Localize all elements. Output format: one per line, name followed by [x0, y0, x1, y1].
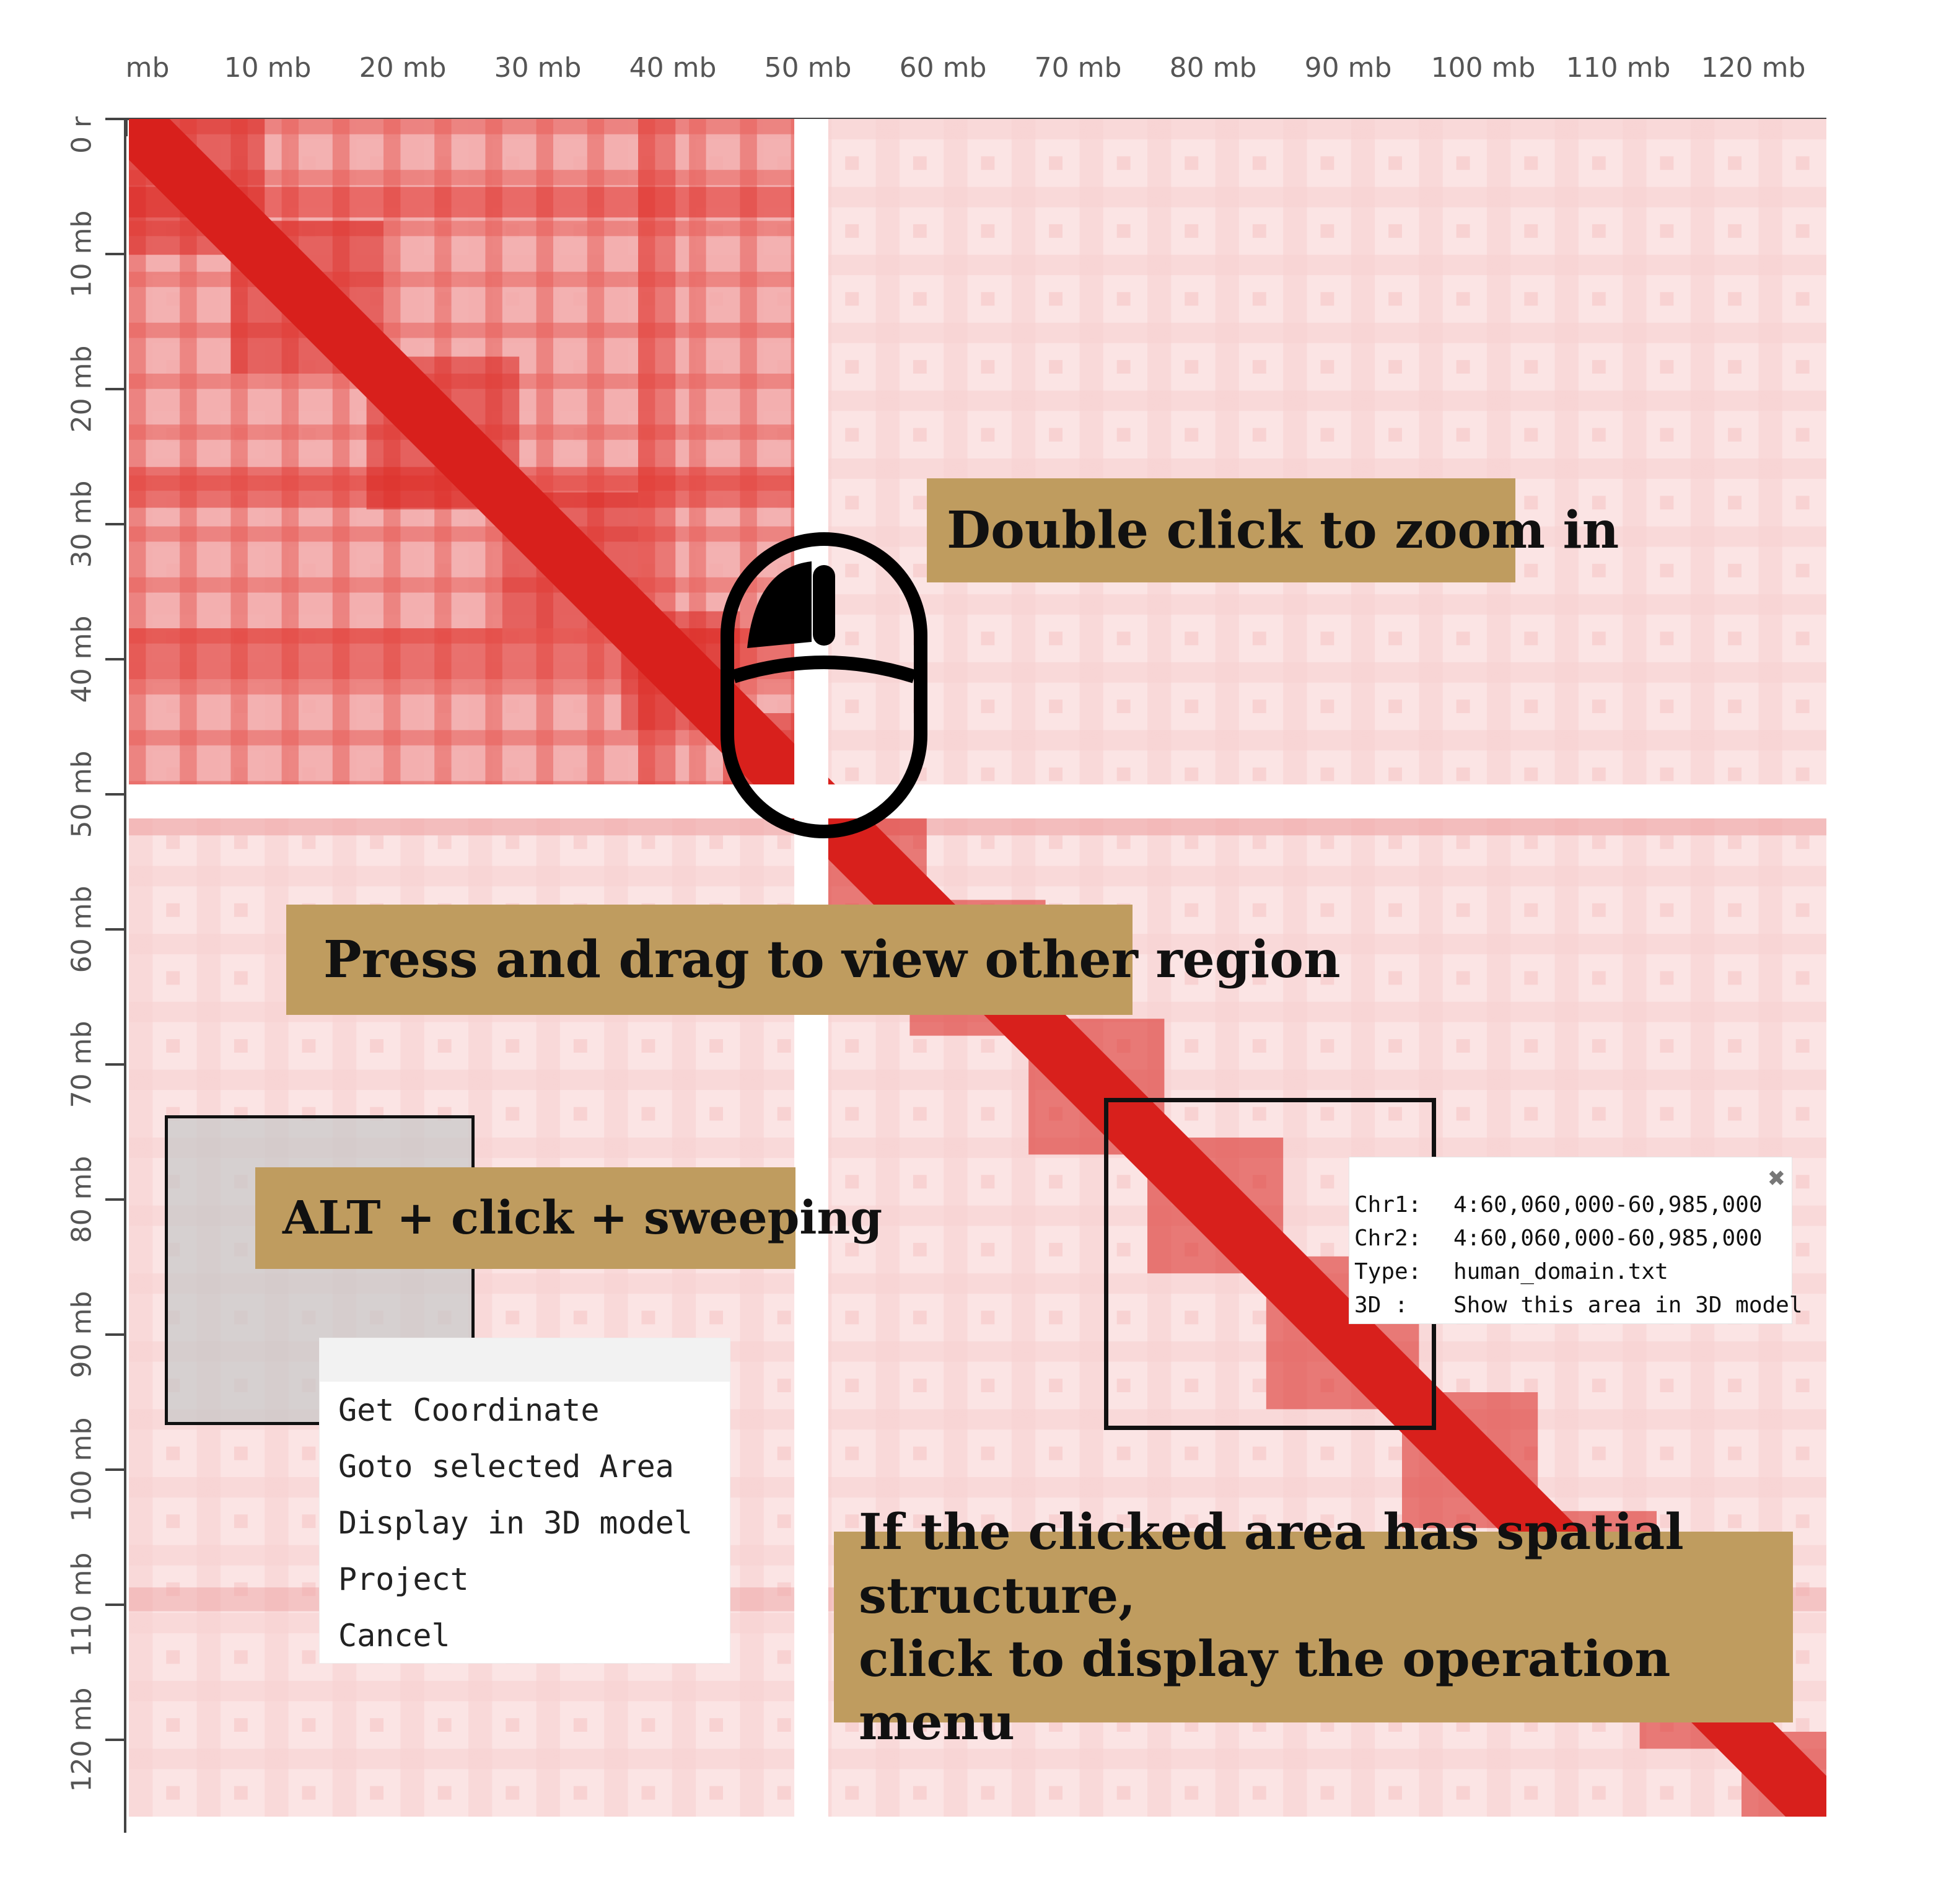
left-axis-tick — [105, 1198, 124, 1201]
left-axis-line — [124, 118, 126, 1833]
left-axis-tick — [105, 388, 124, 390]
top-axis-label: 50 mb — [764, 52, 852, 84]
left-axis-label: 30 mb — [66, 480, 98, 568]
context-menu: Get Coordinate Goto selected Area Displa… — [320, 1338, 730, 1663]
left-axis-label: 110 mb — [66, 1552, 98, 1657]
left-axis-label: 70 mb — [66, 1020, 98, 1108]
top-axis-label: 10 mb — [224, 52, 312, 84]
info-row-chr2: Chr2: 4:60,060,000-60,985,000 — [1354, 1226, 1763, 1251]
callout-menu-line1: If the clicked area has spatial structur… — [859, 1503, 1684, 1625]
menu-item-cancel[interactable]: Cancel — [338, 1617, 450, 1654]
top-axis-label: 60 mb — [899, 52, 987, 84]
left-axis-tick — [105, 658, 124, 660]
left-axis-label: 0 r — [66, 116, 98, 154]
callout-menu-line2: click to display the operation menu — [859, 1630, 1671, 1752]
left-axis-label: 90 mb — [66, 1291, 98, 1379]
callout-press-drag: Press and drag to view other region — [286, 905, 1341, 1015]
left-axis-label: 20 mb — [66, 345, 98, 433]
top-axis-tick — [125, 118, 128, 136]
top-axis-label: 100 mb — [1431, 52, 1536, 84]
top-axis-label: 30 mb — [494, 52, 582, 84]
left-axis: 0 r 10 mb 20 mb 30 mb 40 mb 50 mb 60 mb … — [25, 116, 126, 1833]
info-value: 4:60,060,000-60,985,000 — [1453, 1226, 1763, 1251]
left-axis-label: 100 mb — [66, 1417, 98, 1522]
callout-operation-menu: If the clicked area has spatial structur… — [834, 1503, 1793, 1751]
left-axis-tick — [105, 523, 124, 525]
left-axis-tick — [105, 1739, 124, 1741]
left-axis-label: 10 mb — [66, 210, 98, 298]
top-axis-label: mb — [125, 52, 170, 84]
callout-double-click-zoom: Double click to zoom in — [927, 478, 1619, 582]
top-axis-label: 70 mb — [1034, 52, 1122, 84]
left-axis-label: 40 mb — [66, 615, 98, 703]
callout-alt-text: ALT + click + sweeping — [283, 1191, 883, 1245]
info-key: Chr2: — [1354, 1226, 1422, 1251]
info-key: 3D : — [1354, 1292, 1408, 1318]
menu-item-project[interactable]: Project — [338, 1561, 469, 1597]
left-axis-tick — [105, 1063, 124, 1066]
left-axis-label: 60 mb — [66, 885, 98, 973]
left-axis-tick — [105, 928, 124, 931]
info-row-type: Type: human_domain.txt — [1354, 1259, 1668, 1284]
info-row-chr1: Chr1: 4:60,060,000-60,985,000 — [1354, 1192, 1763, 1217]
left-axis-label: 50 mb — [66, 750, 98, 838]
left-axis-label: 80 mb — [66, 1156, 98, 1244]
left-axis-tick — [105, 1603, 124, 1606]
menu-item-display-3d-model[interactable]: Display in 3D model — [338, 1504, 693, 1541]
left-axis-label: 120 mb — [66, 1687, 98, 1792]
top-axis-label: 110 mb — [1566, 52, 1671, 84]
domain-info-popup: ✖ Chr1: 4:60,060,000-60,985,000 Chr2: 4:60… — [1349, 1157, 1803, 1323]
close-icon[interactable]: ✖ — [1768, 1161, 1785, 1195]
top-axis-label: 40 mb — [629, 52, 717, 84]
top-axis-label: 120 mb — [1701, 52, 1806, 84]
top-axis-label: 80 mb — [1169, 52, 1257, 84]
info-key: Chr1: — [1354, 1192, 1422, 1217]
left-axis-tick — [105, 793, 124, 796]
info-value: 4:60,060,000-60,985,000 — [1453, 1192, 1763, 1217]
top-axis-label: 90 mb — [1304, 52, 1392, 84]
info-value-show-3d-link[interactable]: Show this area in 3D model — [1453, 1292, 1803, 1318]
menu-item-goto-selected-area[interactable]: Goto selected Area — [338, 1448, 674, 1485]
info-row-3d: 3D : Show this area in 3D model — [1354, 1292, 1803, 1318]
callout-alt-sweep: ALT + click + sweeping — [255, 1167, 882, 1269]
info-value: human_domain.txt — [1453, 1259, 1668, 1284]
left-axis-tick — [105, 118, 124, 120]
left-axis-tick — [105, 1333, 124, 1336]
left-axis-tick — [105, 253, 124, 255]
info-key: Type: — [1354, 1259, 1422, 1284]
callout-zoom-text: Double click to zoom in — [947, 501, 1619, 560]
callout-drag-text: Press and drag to view other region — [323, 930, 1341, 989]
top-axis: mb 10 mb 20 mb 30 mb 40 mb 50 mb 60 mb 7… — [125, 37, 1826, 136]
mouse-icon — [719, 530, 929, 840]
context-menu-header — [320, 1338, 730, 1382]
menu-item-get-coordinate[interactable]: Get Coordinate — [338, 1392, 600, 1428]
left-axis-tick — [105, 1468, 124, 1471]
top-axis-label: 20 mb — [359, 52, 447, 84]
